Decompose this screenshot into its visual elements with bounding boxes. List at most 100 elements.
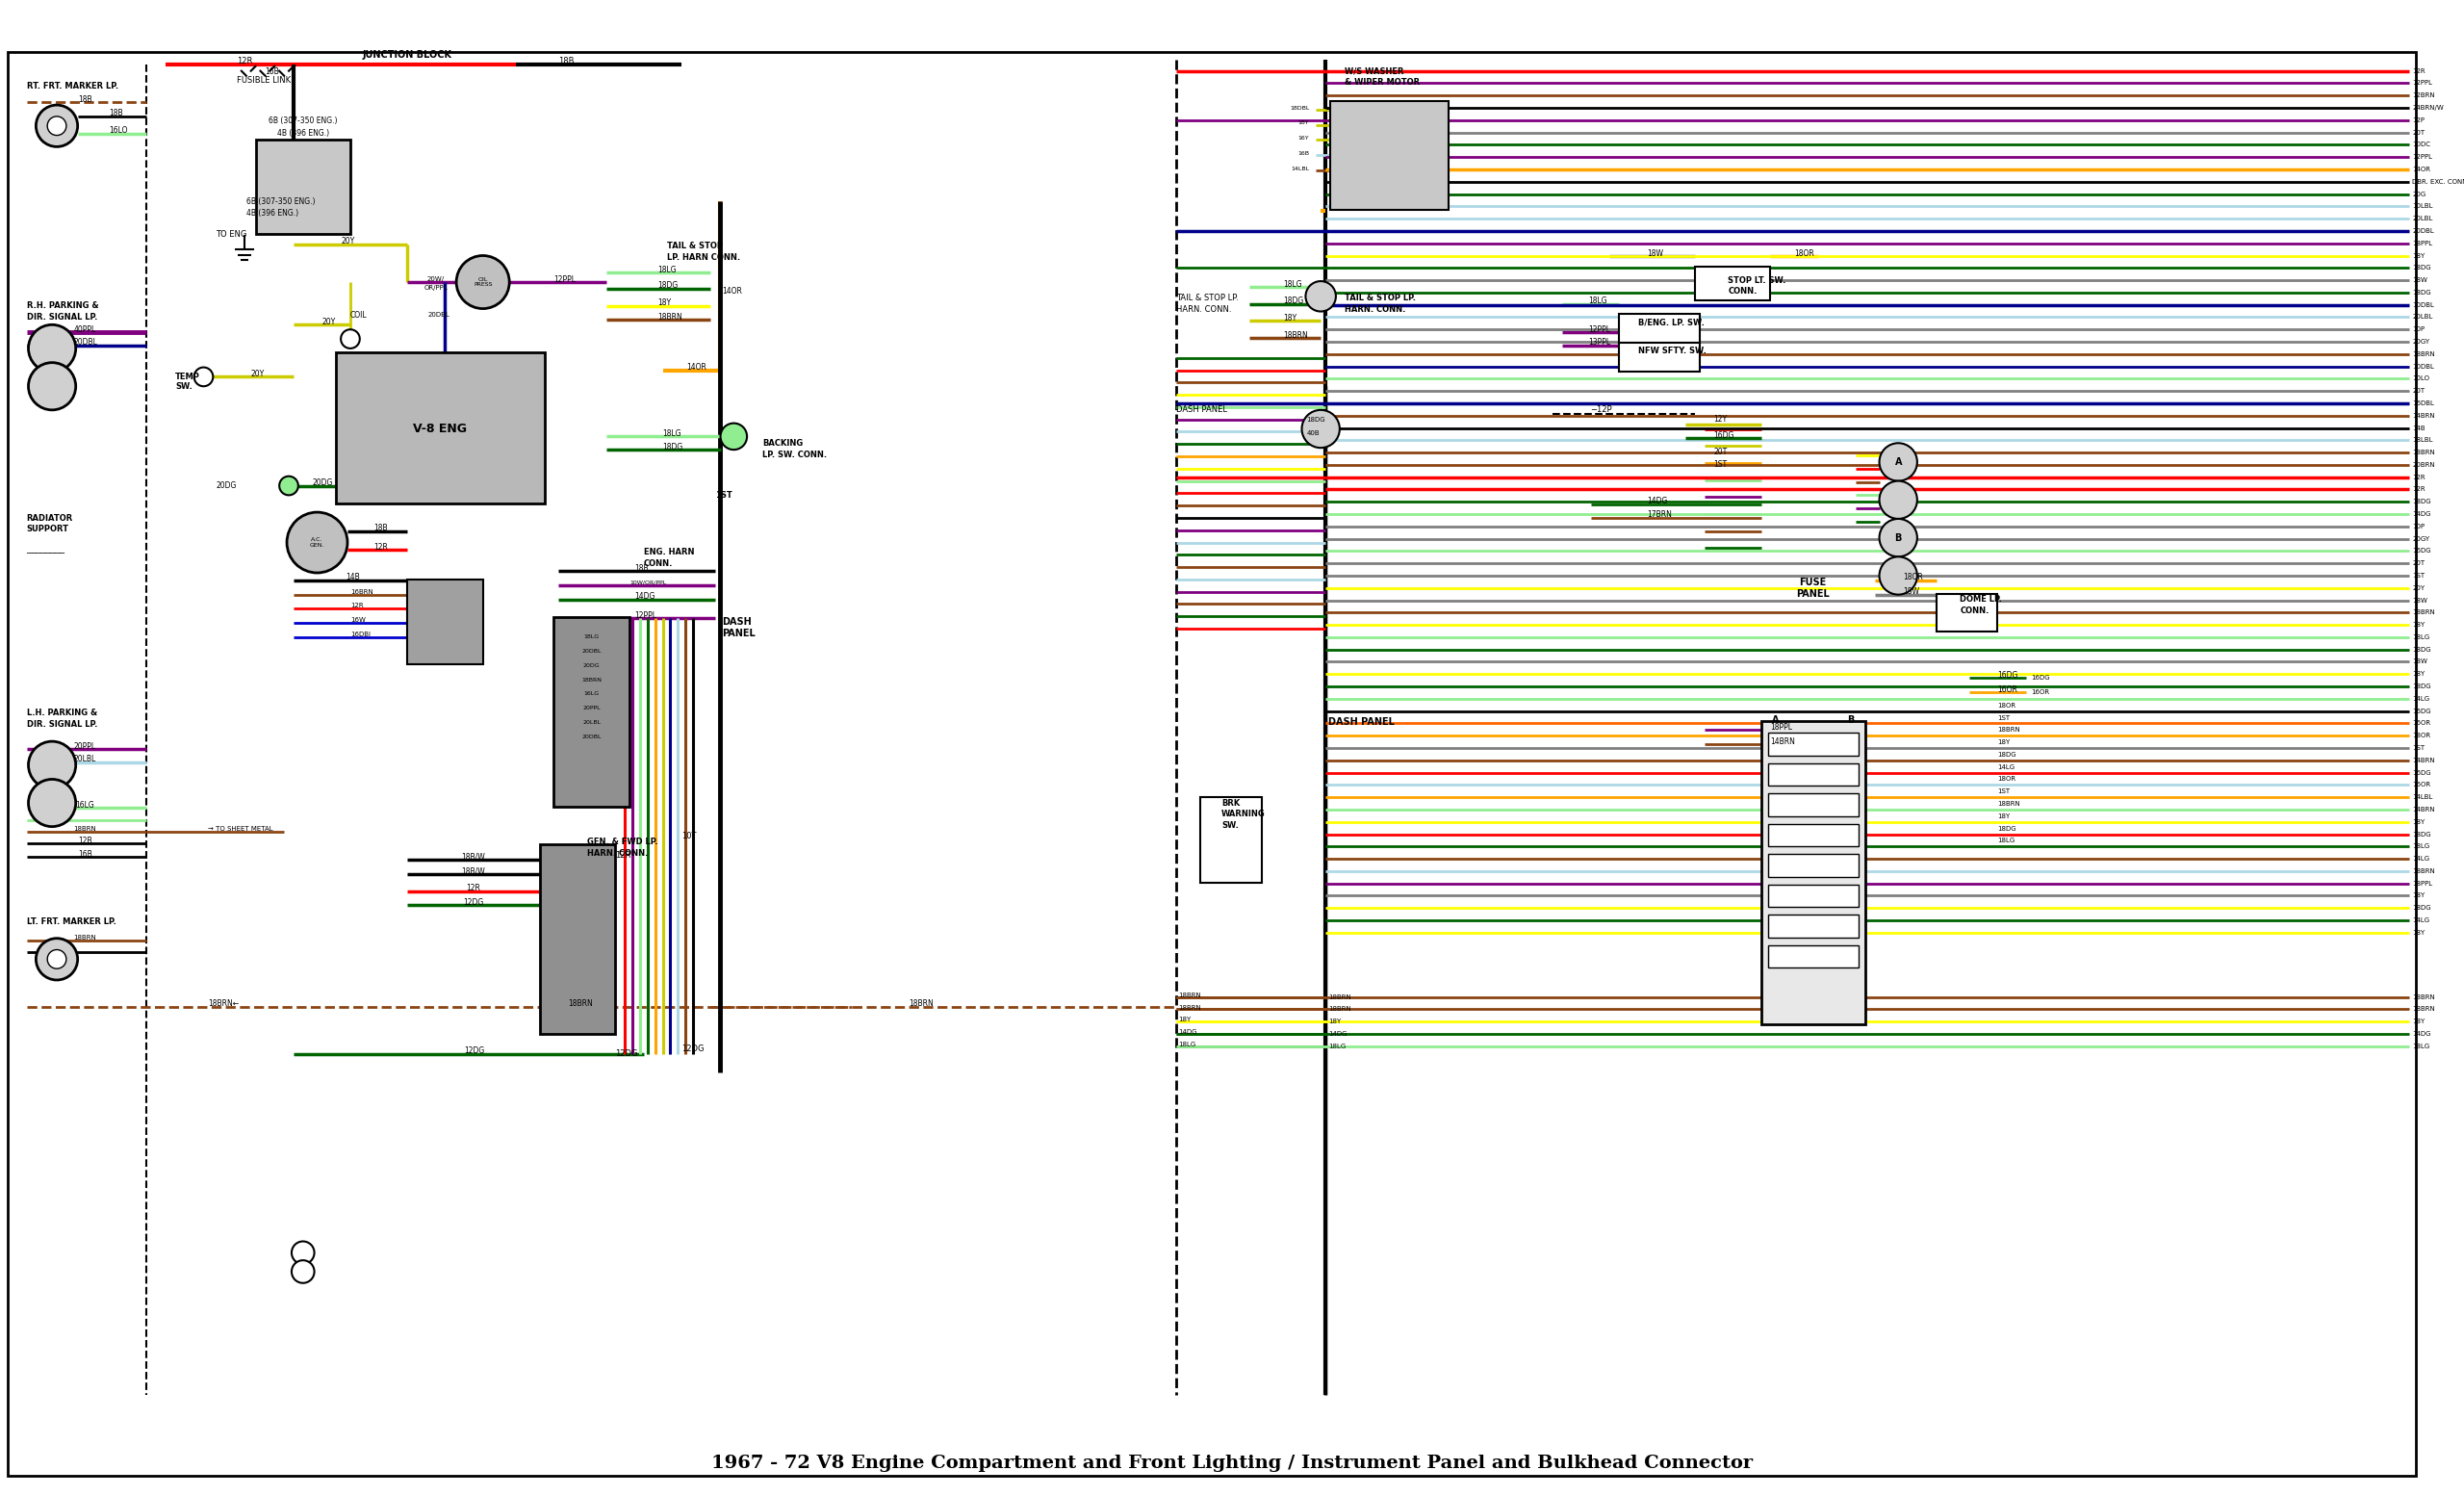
Text: 6B (307-350 ENG.): 6B (307-350 ENG.) [269, 117, 338, 126]
Text: 12R: 12R [2412, 474, 2425, 480]
Text: 1ST: 1ST [1712, 461, 1727, 470]
Text: 12P: 12P [2412, 117, 2425, 123]
Text: 12PPL: 12PPL [1589, 325, 1611, 334]
Text: 14B: 14B [2412, 425, 2425, 431]
Text: 16DG: 16DG [2412, 708, 2432, 714]
Text: 12R: 12R [350, 603, 362, 609]
Text: 18Y: 18Y [2412, 931, 2425, 935]
Text: 18Y: 18Y [1328, 1019, 1340, 1025]
Text: 18OR: 18OR [1998, 776, 2016, 782]
Text: 12DG: 12DG [683, 1044, 705, 1053]
Text: 12R: 12R [2412, 67, 2425, 73]
Text: 1967 - 72 V8 Engine Compartment and Front Lighting / Instrument Panel and Bulkhe: 1967 - 72 V8 Engine Compartment and Fron… [712, 1454, 1752, 1472]
Text: 18DG: 18DG [1306, 416, 1326, 422]
Text: 18BRN: 18BRN [74, 935, 96, 941]
Text: 18Y: 18Y [2412, 1019, 2425, 1025]
Text: 16Y: 16Y [1299, 136, 1308, 141]
Text: 18Y: 18Y [1178, 1017, 1193, 1023]
Text: JUNCTION BLOCK: JUNCTION BLOCK [362, 49, 451, 60]
Text: 12PPL: 12PPL [2412, 154, 2432, 160]
Text: 18DBL: 18DBL [1289, 105, 1308, 111]
Text: 14DG: 14DG [1328, 1031, 1348, 1037]
Text: 18OR: 18OR [1902, 573, 1922, 582]
Text: 18W: 18W [2412, 658, 2427, 664]
Text: 16LG: 16LG [76, 800, 94, 809]
Bar [1619, 343, 1700, 371]
Text: 16OR: 16OR [2030, 690, 2050, 696]
Text: A: A [1895, 458, 1902, 467]
Text: 1ST: 1ST [2412, 745, 2425, 751]
Text: 18BRN: 18BRN [909, 999, 934, 1008]
Text: 18Y: 18Y [2412, 253, 2425, 259]
Text: 18BRN: 18BRN [1998, 800, 2020, 806]
Text: 18OR: 18OR [1794, 250, 1814, 257]
Text: 20BRN: 20BRN [2412, 462, 2434, 468]
Text: 13PPL: 13PPL [1589, 338, 1611, 347]
Circle shape [37, 105, 79, 147]
Text: 18B: 18B [108, 109, 123, 118]
Text: 18LG: 18LG [1998, 838, 2016, 844]
Text: 20LBL: 20LBL [582, 720, 601, 726]
Text: B/ENG. LP. SW.: B/ENG. LP. SW. [1639, 319, 1705, 328]
Text: TAIL & STOP LP.: TAIL & STOP LP. [1175, 293, 1239, 302]
Text: 12PPL: 12PPL [633, 610, 655, 619]
Circle shape [37, 938, 79, 980]
Bar [1769, 733, 1858, 755]
Text: 18Y: 18Y [658, 299, 673, 307]
Circle shape [719, 423, 747, 450]
Bar [1200, 797, 1262, 883]
Text: 18BRN: 18BRN [658, 313, 683, 322]
Text: 18OR: 18OR [2412, 733, 2432, 739]
Text: 12Y: 12Y [1712, 414, 1727, 423]
Text: 14LG: 14LG [2412, 917, 2430, 923]
Text: 1ST: 1ST [2412, 573, 2425, 579]
Text: 6B (307-350 ENG.): 6B (307-350 ENG.) [246, 197, 315, 206]
Text: 18Y: 18Y [1998, 814, 2011, 820]
Text: 20DG: 20DG [313, 479, 333, 488]
Text: 20DBL: 20DBL [429, 313, 451, 319]
Text: 18BRN: 18BRN [2412, 868, 2434, 874]
Text: 20LBL: 20LBL [2412, 314, 2432, 320]
Text: 10LBL: 10LBL [2412, 203, 2432, 209]
Circle shape [1301, 410, 1340, 447]
Text: 16B: 16B [266, 67, 278, 76]
Bar [1769, 945, 1858, 968]
Text: 18B: 18B [559, 57, 574, 66]
Text: 18B/W: 18B/W [461, 866, 485, 875]
Text: 18BRN: 18BRN [1178, 1005, 1202, 1010]
Text: 20DG: 20DG [217, 482, 237, 491]
Text: 16DG: 16DG [2030, 675, 2050, 681]
Text: RADIATOR
SUPPORT: RADIATOR SUPPORT [27, 515, 74, 533]
Text: DOME LP.: DOME LP. [1959, 595, 2003, 604]
Bar [1769, 854, 1858, 877]
Text: 18Y: 18Y [1299, 121, 1308, 126]
Text: 20DBL: 20DBL [582, 735, 601, 739]
Text: B: B [1895, 533, 1902, 543]
Text: 18DG: 18DG [658, 281, 678, 290]
Text: DASH PANEL: DASH PANEL [1328, 718, 1395, 727]
Text: 18LG: 18LG [2412, 1043, 2430, 1049]
Text: FUSE
PANEL: FUSE PANEL [1796, 577, 1831, 598]
Text: 18BRN: 18BRN [1328, 1007, 1350, 1013]
Circle shape [1880, 443, 1917, 482]
Text: 12DG: 12DG [616, 1050, 638, 1058]
Text: 14DG: 14DG [1178, 1029, 1198, 1035]
Text: 20GY: 20GY [2412, 340, 2430, 344]
Text: 18BRN: 18BRN [1998, 727, 2020, 733]
Text: 18LG: 18LG [658, 265, 678, 274]
Text: 20Y: 20Y [2412, 585, 2425, 591]
Bar [1769, 914, 1858, 938]
Text: 40PPL: 40PPL [74, 325, 96, 334]
Text: STOP LT. SW.: STOP LT. SW. [1727, 275, 1786, 284]
Text: 16OR: 16OR [1998, 685, 2018, 694]
Text: 18BRN: 18BRN [1328, 995, 1350, 999]
Text: LT. FRT. MARKER LP.: LT. FRT. MARKER LP. [27, 917, 116, 926]
Text: LP. SW. CONN.: LP. SW. CONN. [761, 450, 828, 459]
Text: 18LG: 18LG [1178, 1041, 1198, 1047]
Text: 10DBL: 10DBL [2412, 364, 2434, 370]
Text: 16DG: 16DG [1998, 670, 2018, 679]
Text: HARN. CONN.: HARN. CONN. [1345, 305, 1404, 314]
Text: 18B/W: 18B/W [461, 853, 485, 862]
Text: 20LBL: 20LBL [74, 755, 96, 763]
Text: 18BRN: 18BRN [582, 678, 601, 682]
